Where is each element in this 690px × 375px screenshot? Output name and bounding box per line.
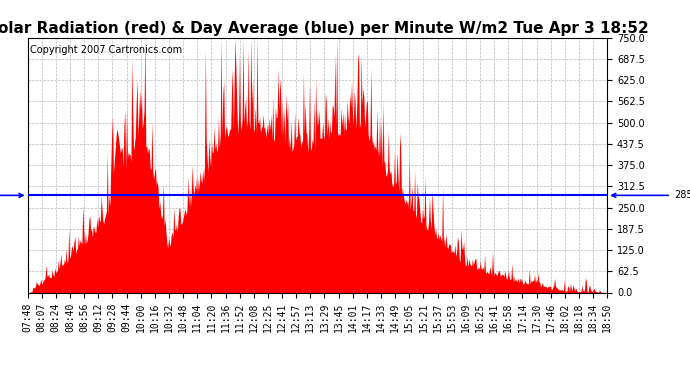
Text: 285.71: 285.71 xyxy=(612,190,690,200)
Text: Copyright 2007 Cartronics.com: Copyright 2007 Cartronics.com xyxy=(30,45,183,55)
Title: Solar Radiation (red) & Day Average (blue) per Minute W/m2 Tue Apr 3 18:52: Solar Radiation (red) & Day Average (blu… xyxy=(0,21,649,36)
Text: 285.71: 285.71 xyxy=(0,190,23,200)
